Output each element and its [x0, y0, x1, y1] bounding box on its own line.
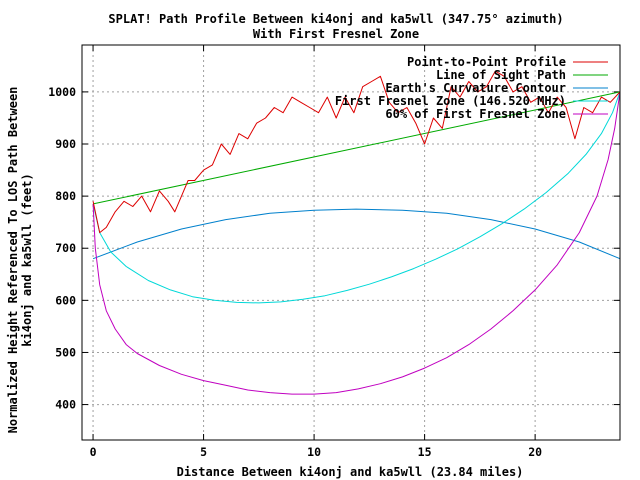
y-tick-label-3: 700 [55, 241, 76, 255]
series-group [92, 70, 621, 395]
legend-label-los: Line of Sight Path [436, 68, 566, 82]
x-axis-label: Distance Between ki4onj and ka5wll (23.8… [177, 465, 524, 479]
series-line-curvature [92, 208, 621, 260]
y-tick-label-0: 400 [55, 398, 76, 412]
series-line-profile [92, 70, 621, 234]
y-tick-label-4: 800 [55, 189, 76, 203]
chart-title-line1: SPLAT! Path Profile Between ki4onj and k… [108, 12, 563, 26]
y-tick-label-6: 1000 [48, 85, 76, 99]
x-tick-label-1: 5 [200, 445, 207, 459]
legend-label-fresnel60: 60% of First Fresnel Zone [385, 107, 566, 121]
y-tick-label-1: 500 [55, 345, 76, 359]
y-tick-label-5: 900 [55, 137, 76, 151]
x-tick-label-3: 15 [418, 445, 432, 459]
chart-title-line2: With First Fresnel Zone [253, 27, 419, 41]
plot-frame [81, 44, 621, 441]
x-tick-label-2: 10 [307, 445, 321, 459]
series-line-los [92, 91, 621, 205]
x-tick-label-0: 0 [90, 445, 97, 459]
y-tick-label-2: 600 [55, 293, 76, 307]
series-line-fresnel [92, 91, 621, 304]
legend-label-curvature: Earth's Curvature Contour [385, 81, 566, 95]
legend-label-fresnel: First Fresnel Zone (146.520 MHz) [335, 94, 566, 108]
grid-lines [82, 45, 620, 440]
series-line-fresnel60 [92, 91, 621, 395]
x-tick-label-4: 20 [528, 445, 542, 459]
axis-ticks: 0 5 10 15 20 400 500 600 700 800 900 1000 [48, 45, 620, 459]
legend-label-profile: Point-to-Point Profile [407, 55, 566, 69]
y-axis-label-line2: ki4onj and ka5wll (feet) [20, 173, 34, 346]
y-axis-label-line1: Normalized Height Referenced To LOS Path… [6, 87, 20, 434]
